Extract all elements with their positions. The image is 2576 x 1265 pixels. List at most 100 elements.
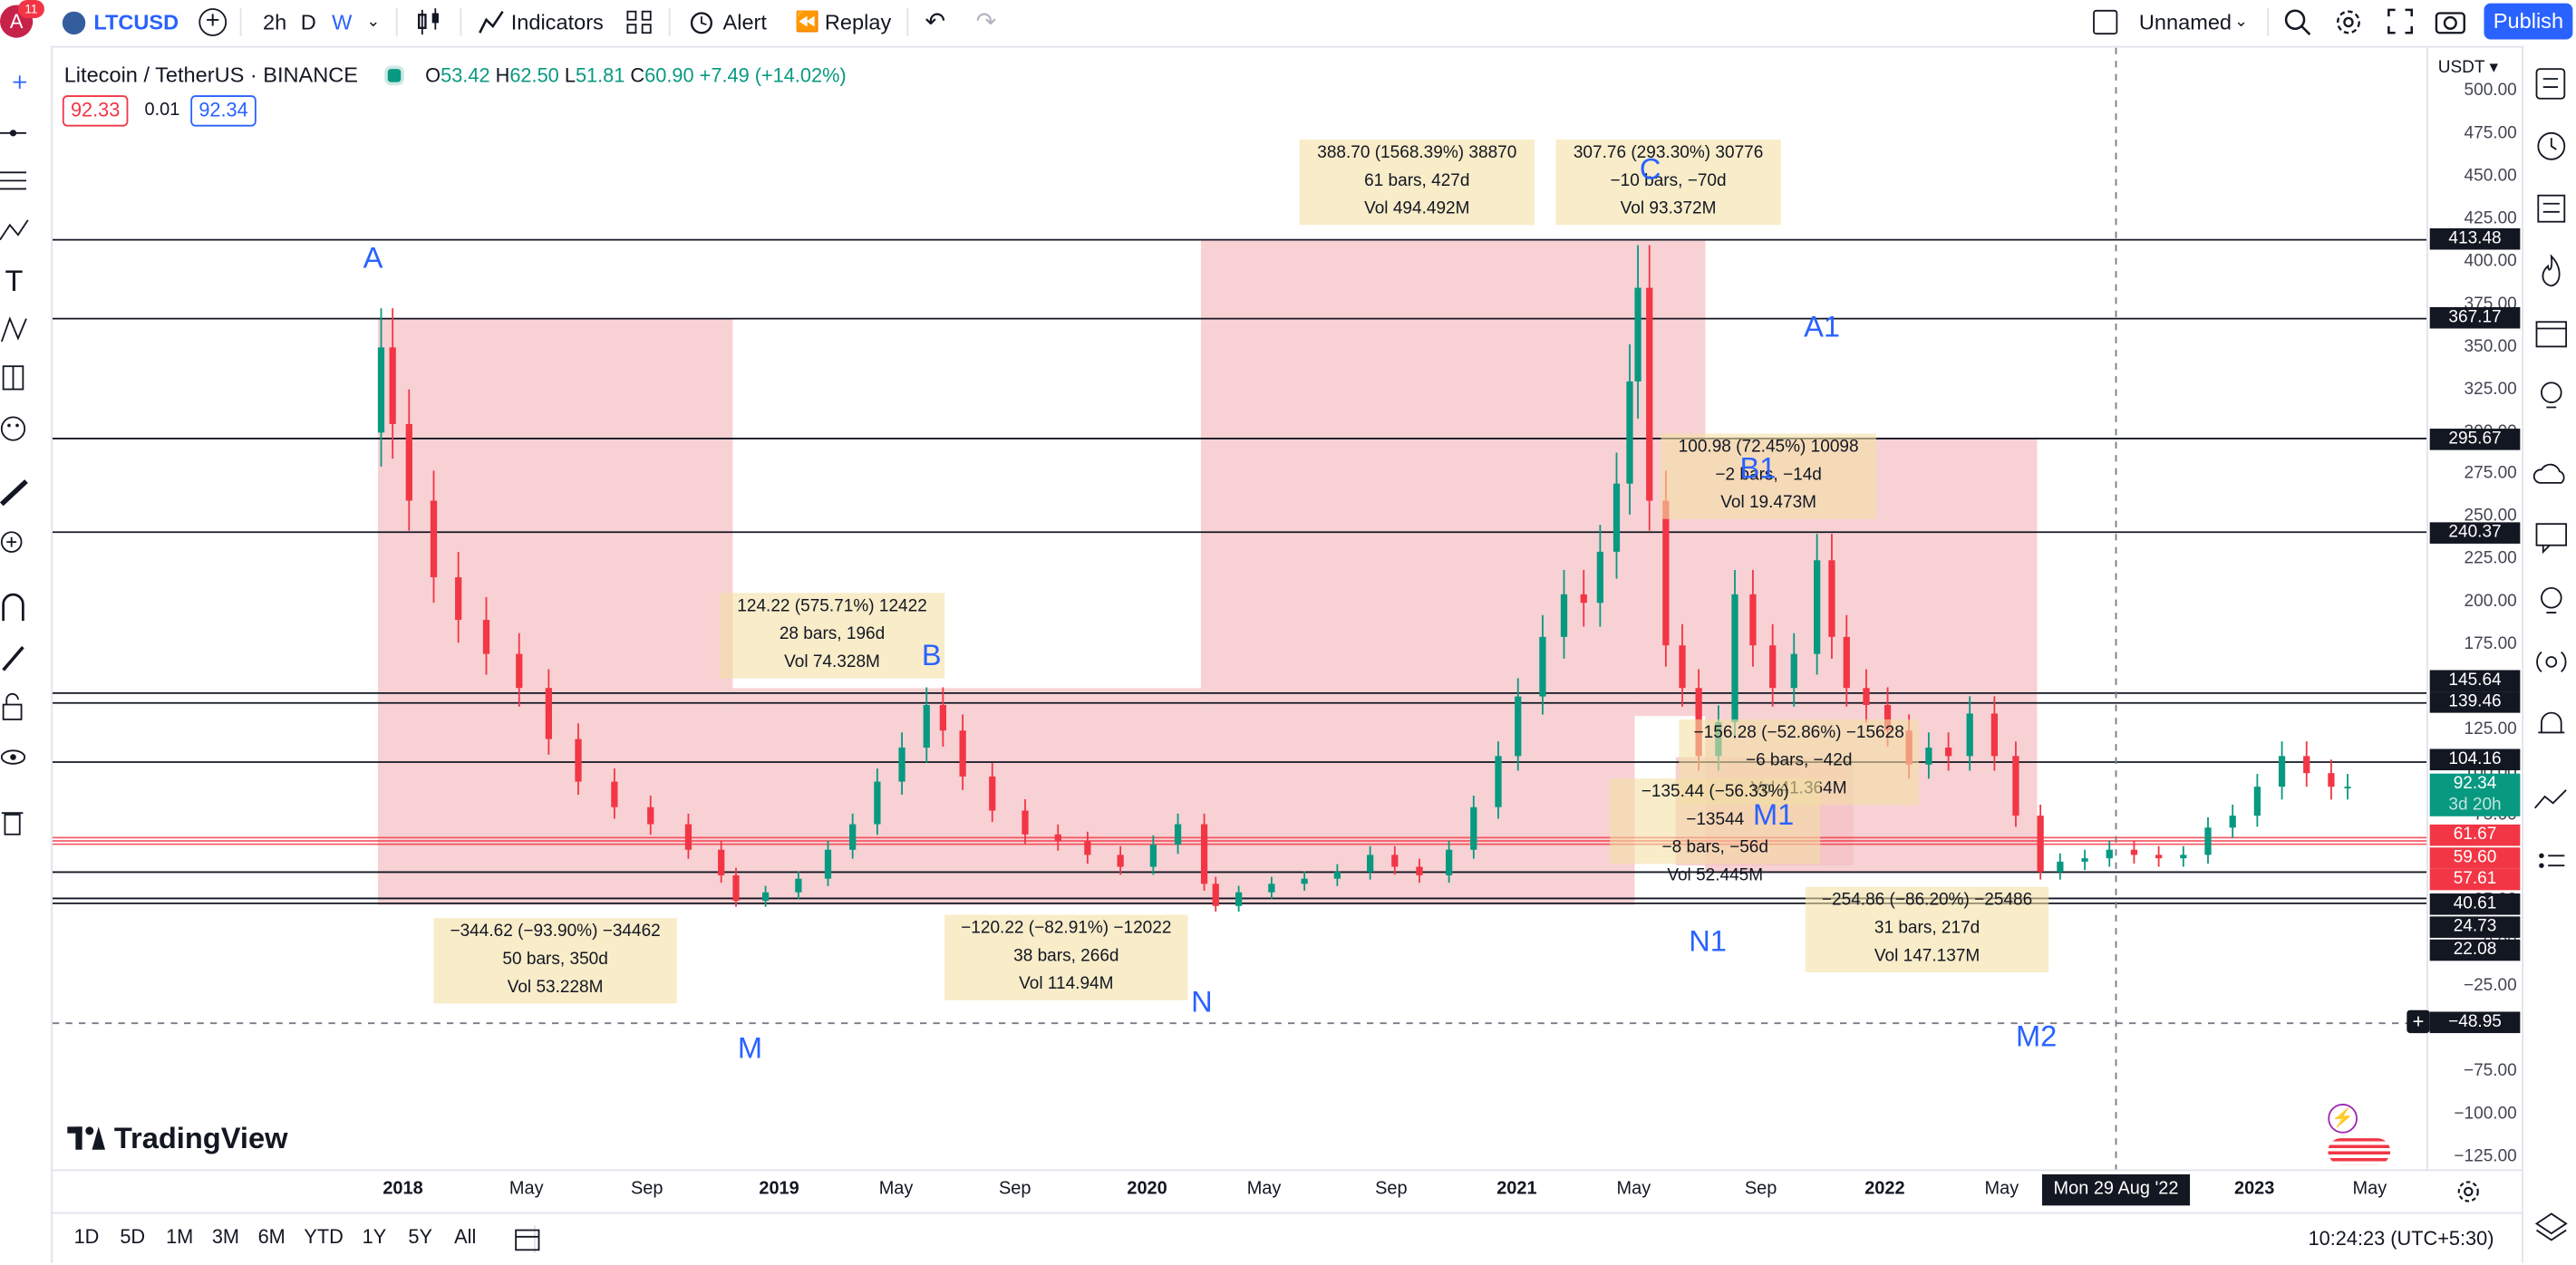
interval-d[interactable]: D (300, 9, 316, 35)
calendar-icon[interactable] (2530, 312, 2572, 354)
notifications-bell-icon[interactable] (2530, 703, 2572, 746)
measure-label[interactable]: −135.44 (−56.33%) −13544 −8 bars, −56d Vol… (1610, 778, 1821, 885)
time-axis[interactable]: 2018 May Sep 2019 May Sep 2020 May Sep 2021 May Sep… (53, 1169, 2523, 1214)
prediction-icon[interactable] (0, 309, 49, 352)
interval-w[interactable]: W (332, 9, 353, 35)
replay-button[interactable]: Replay (824, 9, 892, 35)
wave-label-n1[interactable]: N1 (1689, 924, 1727, 958)
measure-label[interactable]: −344.62 (−93.90%) −34462 50 bars, 350d Vol… (433, 918, 677, 1004)
dom-icon[interactable] (2530, 841, 2572, 884)
measure-label[interactable]: 124.22 (575.71%) 12422 28 bars, 196d Vol 7… (719, 593, 945, 679)
red-level-label: 57.61 (2429, 868, 2521, 891)
camera-snapshot-icon[interactable] (2435, 8, 2465, 34)
layout-chevron-down-icon[interactable]: ⌄ (2234, 13, 2249, 32)
chats-icon[interactable] (2530, 516, 2572, 558)
streams-cloud-icon[interactable] (2530, 453, 2572, 496)
fib-retracement-icon[interactable] (0, 161, 49, 204)
wave-label-a[interactable]: A (363, 241, 383, 275)
alert-button[interactable]: Alert (722, 9, 767, 35)
price-chart[interactable] (53, 47, 2427, 1170)
indicators-button[interactable]: Indicators (510, 9, 604, 35)
currency-selector[interactable]: USDT ▾ (2438, 57, 2498, 77)
replay-icon[interactable]: ⏪ (795, 9, 820, 34)
wave-label-m1[interactable]: M1 (1752, 797, 1795, 832)
crosshair-cursor-icon[interactable] (0, 63, 49, 105)
range-button-ytd[interactable]: YTD (304, 1225, 344, 1249)
measure-label[interactable]: 307.76 (293.30%) 30776 −10 bars, −70d Vol … (1555, 140, 1781, 226)
range-button-3m[interactable]: 3M (211, 1225, 240, 1249)
symbol-title[interactable]: Litecoin / TetherUS · BINANCE (63, 62, 359, 88)
range-button-1y[interactable]: 1Y (362, 1225, 387, 1249)
range-button-5y[interactable]: 5Y (408, 1225, 433, 1249)
watchlist-icon[interactable] (2530, 63, 2572, 105)
axis-settings-gear-icon[interactable] (2456, 1179, 2481, 1203)
candle-body (1863, 688, 1870, 706)
candle-body (1634, 287, 1641, 381)
us-flag-icon[interactable] (2328, 1138, 2391, 1165)
wave-label-a1[interactable]: A1 (1804, 310, 1841, 343)
goto-date-calendar-icon[interactable] (514, 1227, 540, 1251)
redo-icon[interactable]: ↷ (975, 8, 997, 36)
ideas-lightbulb-icon[interactable] (2530, 374, 2572, 417)
add-alert-plus-icon[interactable]: + (2407, 1009, 2430, 1034)
interval-2h[interactable]: 2h (263, 9, 287, 35)
ruler-icon[interactable] (0, 473, 49, 516)
undo-icon[interactable]: ↶ (925, 8, 946, 36)
range-button-5d[interactable]: 5D (120, 1225, 146, 1249)
stay-drawing-icon[interactable] (0, 637, 49, 680)
interval-chevron-down-icon[interactable]: ⌄ (366, 13, 381, 32)
layout-name[interactable]: Unnamed (2138, 9, 2232, 35)
buy-price-button[interactable]: 92.34 (190, 95, 257, 127)
lightning-icon[interactable]: ⚡ (2328, 1104, 2358, 1134)
templates-icon[interactable] (626, 10, 653, 34)
range-button-1d[interactable]: 1D (73, 1225, 100, 1249)
trend-line-icon[interactable] (0, 111, 49, 154)
fullscreen-icon[interactable] (2387, 8, 2414, 34)
broadcast-icon[interactable] (2530, 641, 2572, 683)
emoji-icon[interactable] (0, 408, 49, 450)
wave-label-n[interactable]: N (1191, 985, 1213, 1019)
wave-label-m2[interactable]: M2 (2015, 1019, 2058, 1053)
lightbulb-icon[interactable] (2530, 578, 2572, 621)
measure-label[interactable]: 388.70 (1568.39%) 38870 61 bars, 427d Vol … (1299, 140, 1535, 226)
lock-icon[interactable] (0, 687, 49, 729)
alerts-clock-icon[interactable] (2530, 125, 2572, 168)
range-button-all[interactable]: All (454, 1225, 477, 1249)
layout-icon[interactable] (2093, 9, 2118, 35)
sell-price-button[interactable]: 92.33 (62, 95, 129, 127)
zoom-in-icon[interactable] (0, 522, 49, 565)
range-button-6m[interactable]: 6M (257, 1225, 286, 1249)
trash-icon[interactable] (0, 802, 49, 845)
text-tool-icon[interactable]: T (5, 264, 24, 298)
search-icon[interactable] (2283, 8, 2311, 36)
wave-label-b1[interactable]: B1 (1739, 451, 1777, 485)
clock-timezone[interactable]: 10:24:23 (UTC+5:30) (2308, 1226, 2494, 1251)
magnet-icon[interactable] (0, 588, 49, 631)
price-axis[interactable]: USDT ▾ 500.00 475.00 450.00 425.00 400.00 375… (2407, 47, 2523, 1170)
hide-eye-icon[interactable] (0, 736, 49, 778)
hotlist-fire-icon[interactable] (2530, 250, 2572, 293)
candle-body (647, 806, 654, 825)
range-button-1m[interactable]: 1M (166, 1225, 194, 1249)
measure-label[interactable]: −254.86 (−86.20%) −25486 31 bars, 217d Vol… (1805, 886, 2049, 972)
wave-label-b[interactable]: B (921, 639, 942, 672)
trading-panel-icon[interactable] (2530, 778, 2572, 821)
tradingview-logo[interactable]: TradingView (67, 1122, 287, 1162)
layers-icon[interactable] (2530, 1205, 2572, 1248)
chart-pane[interactable]: Litecoin / TetherUS · BINANCE O53.42 H62… (53, 47, 2427, 1170)
publish-button[interactable]: Publish (2484, 3, 2573, 40)
settings-gear-icon[interactable] (2335, 8, 2363, 36)
last-price-value: 92.34 (2453, 773, 2497, 794)
alert-clock-icon[interactable] (688, 8, 714, 36)
indicators-icon[interactable] (478, 10, 506, 34)
compare-add-icon[interactable]: + (199, 8, 228, 36)
measure-label[interactable]: −120.22 (−82.91%) −12022 38 bars, 266d Vol… (944, 914, 1188, 1000)
symbol-search[interactable]: LTCUSDT (62, 6, 184, 39)
wave-label-c[interactable]: C (1639, 152, 1661, 186)
wave-label-m[interactable]: M (737, 1031, 762, 1065)
patterns-icon[interactable] (0, 210, 49, 253)
candles-chart-type-icon[interactable] (416, 8, 442, 36)
measure-ruler-icon[interactable] (0, 358, 49, 401)
measure-label[interactable]: 100.98 (72.45%) 10098 −2 bars, −14d Vol 19… (1661, 433, 1876, 519)
data-window-icon[interactable] (2530, 188, 2572, 230)
